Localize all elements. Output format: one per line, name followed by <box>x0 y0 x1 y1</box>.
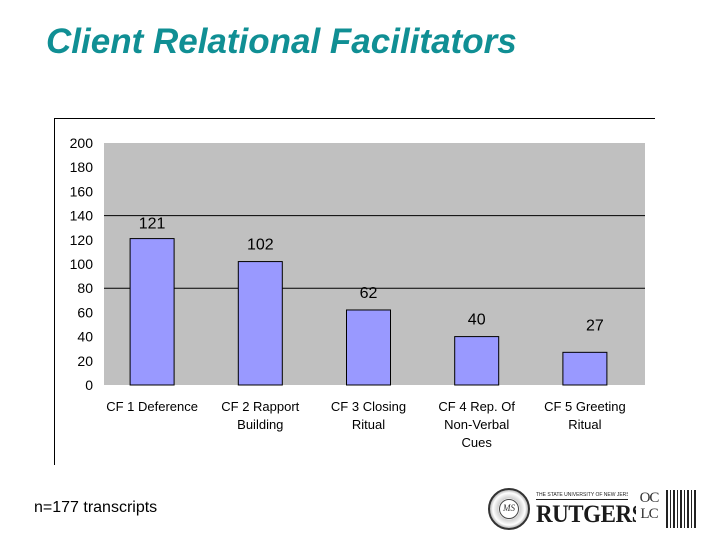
y-tick-labels: 0 20 40 60 80 100 120 140 160 180 200 <box>70 135 94 393</box>
oclc-logo: OC LC <box>636 490 662 528</box>
y-tick-label: 0 <box>85 377 93 393</box>
oclc-barcode-icon <box>666 490 696 528</box>
university-wordmark: RUTGERS <box>536 501 644 528</box>
oclc-bottom-text: LC <box>640 506 658 522</box>
university-tagline: THE STATE UNIVERSITY OF NEW JERSEY <box>536 492 628 500</box>
y-tick-label: 160 <box>70 183 94 199</box>
bar <box>454 336 500 386</box>
university-seal-logo: MS <box>488 488 530 530</box>
seal-monogram: MS <box>499 499 519 519</box>
y-tick-label: 140 <box>70 208 94 224</box>
slide-title: Client Relational Facilitators <box>46 22 517 61</box>
y-tick-label: 100 <box>70 256 94 272</box>
y-tick-label: 180 <box>70 159 94 175</box>
x-tick-labels: CF 1 Deference CF 2 Rapport Building CF 3 C… <box>106 399 626 450</box>
bar <box>237 261 283 386</box>
y-tick-label: 80 <box>77 280 93 296</box>
y-tick-label: 200 <box>70 135 94 151</box>
y-tick-label: 60 <box>77 304 93 320</box>
x-tick-label: CF 3 Closing Ritual <box>331 399 406 432</box>
logo-group: MS THE STATE UNIVERSITY OF NEW JERSEY RU… <box>488 486 698 530</box>
bar <box>129 238 175 386</box>
y-tick-label: 20 <box>77 353 93 369</box>
data-label: 102 <box>247 237 274 254</box>
bar <box>562 351 608 386</box>
data-label: 62 <box>360 285 378 302</box>
data-label: 121 <box>139 216 166 233</box>
sample-size-note: n=177 transcripts <box>34 499 158 516</box>
data-label: 40 <box>468 312 486 329</box>
bar <box>346 309 391 386</box>
data-label: 27 <box>586 317 604 334</box>
data-labels: 121 102 62 40 27 <box>139 216 604 335</box>
x-tick-label: CF 4 Rep. Of Non-Verbal Cues <box>438 399 515 450</box>
y-tick-label: 40 <box>77 329 93 345</box>
oclc-top-text: OC <box>639 490 660 506</box>
gridlines <box>104 215 645 289</box>
bar-chart-svg: 121 102 62 40 27 0 20 40 60 80 100 120 140 160 180 200… <box>70 135 645 450</box>
y-tick-label: 120 <box>70 232 94 248</box>
bars <box>129 238 608 386</box>
bar-chart: 121 102 62 40 27 0 20 40 60 80 100 120 140 160 180 200… <box>54 118 655 465</box>
rutgers-logo: THE STATE UNIVERSITY OF NEW JERSEY RUTGE… <box>536 492 644 528</box>
x-tick-label: CF 2 Rapport Building <box>221 399 299 432</box>
x-tick-label: CF 1 Deference <box>106 399 198 414</box>
x-tick-label: CF 5 Greeting Ritual <box>544 399 626 432</box>
